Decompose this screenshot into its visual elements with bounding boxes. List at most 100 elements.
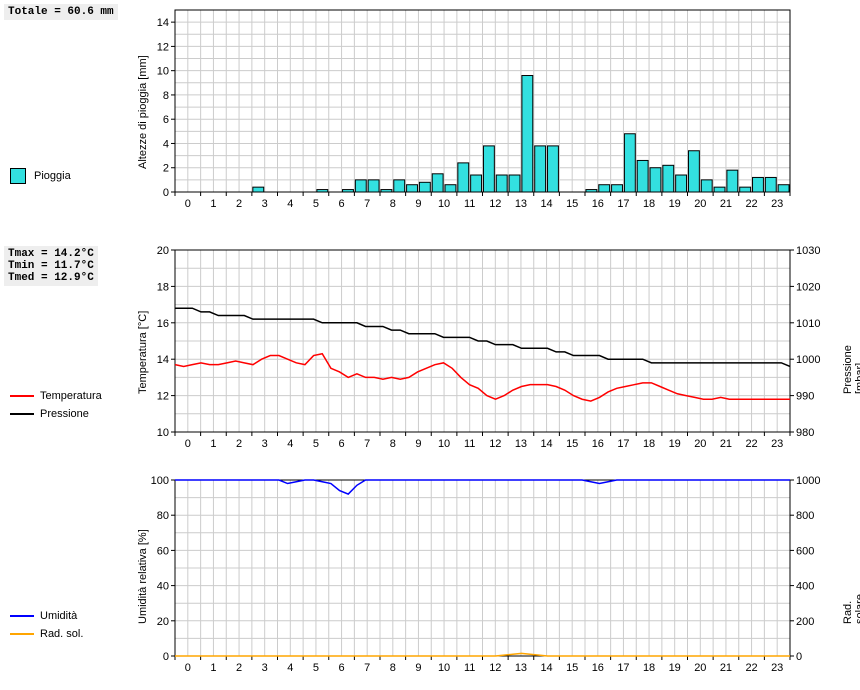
legend-line-swatch (10, 395, 34, 397)
svg-text:11: 11 (464, 662, 475, 674)
svg-text:13: 13 (515, 438, 527, 450)
svg-text:600: 600 (796, 545, 814, 557)
svg-text:14: 14 (157, 17, 169, 29)
summary-box: Tmax = 14.2°CTmin = 11.7°CTmed = 12.9°C (4, 246, 98, 286)
svg-text:40: 40 (157, 581, 169, 593)
svg-text:21: 21 (720, 438, 732, 450)
svg-text:0: 0 (796, 651, 802, 663)
svg-text:10: 10 (438, 198, 450, 210)
svg-text:1000: 1000 (796, 354, 820, 366)
svg-text:16: 16 (592, 662, 604, 674)
svg-text:5: 5 (313, 438, 319, 450)
svg-text:5: 5 (313, 198, 319, 210)
svg-text:22: 22 (745, 662, 757, 674)
svg-text:9: 9 (415, 438, 421, 450)
legend-label: Temperatura (40, 390, 102, 402)
svg-text:5: 5 (313, 662, 319, 674)
y-axis-label-right: Pressione [mbar] (842, 345, 860, 394)
legend-label: Rad. sol. (40, 628, 83, 640)
svg-text:17: 17 (617, 198, 629, 210)
svg-text:0: 0 (185, 198, 191, 210)
svg-text:8: 8 (390, 198, 396, 210)
svg-text:10: 10 (438, 662, 450, 674)
legend-line-swatch (10, 633, 34, 635)
legend-label: Pressione (40, 408, 89, 420)
svg-text:990: 990 (796, 391, 814, 403)
legend-item: Rad. sol. (10, 628, 83, 640)
svg-text:0: 0 (185, 438, 191, 450)
svg-text:1020: 1020 (796, 281, 820, 293)
legend-label: Umidità (40, 610, 77, 622)
svg-text:0: 0 (163, 651, 169, 663)
summary-box: Totale = 60.6 mm (4, 4, 118, 20)
svg-text:4: 4 (287, 198, 293, 210)
svg-text:4: 4 (163, 138, 169, 150)
svg-text:23: 23 (771, 438, 783, 450)
svg-text:14: 14 (157, 354, 169, 366)
svg-text:23: 23 (771, 662, 783, 674)
svg-text:15: 15 (566, 662, 578, 674)
svg-text:16: 16 (592, 198, 604, 210)
legend-item: Umidità (10, 610, 77, 622)
svg-text:2: 2 (163, 163, 169, 175)
svg-text:8: 8 (163, 90, 169, 102)
y-axis-label-left: Umidità relativa [%] (137, 529, 149, 624)
legend-label: Pioggia (34, 170, 71, 182)
svg-text:6: 6 (339, 662, 345, 674)
svg-text:12: 12 (157, 41, 169, 53)
svg-text:8: 8 (390, 662, 396, 674)
svg-text:18: 18 (643, 662, 655, 674)
svg-text:15: 15 (566, 438, 578, 450)
svg-text:6: 6 (339, 198, 345, 210)
svg-text:3: 3 (262, 438, 268, 450)
y-axis-label-right: Rad. solare [W/mq] (842, 589, 860, 624)
svg-text:7: 7 (364, 662, 370, 674)
svg-text:11: 11 (464, 198, 475, 210)
svg-text:800: 800 (796, 510, 814, 522)
svg-text:14: 14 (540, 438, 552, 450)
svg-text:3: 3 (262, 662, 268, 674)
svg-text:17: 17 (617, 662, 629, 674)
y-axis-label: Altezze di pioggia [mm] (137, 55, 149, 169)
svg-text:1030: 1030 (796, 245, 820, 257)
svg-text:80: 80 (157, 510, 169, 522)
svg-text:10: 10 (157, 427, 169, 439)
svg-text:20: 20 (694, 662, 706, 674)
y-axis-label-left: Temperatura [°C] (137, 311, 149, 394)
chart: 0204060801000200400600800100001234567891… (175, 474, 860, 674)
legend-line-swatch (10, 413, 34, 415)
svg-text:1: 1 (210, 662, 216, 674)
svg-text:2: 2 (236, 198, 242, 210)
svg-text:6: 6 (163, 114, 169, 126)
svg-text:1: 1 (210, 438, 216, 450)
svg-text:9: 9 (415, 198, 421, 210)
svg-text:11: 11 (464, 438, 475, 450)
legend-line-swatch (10, 615, 34, 617)
svg-text:22: 22 (745, 438, 757, 450)
svg-text:20: 20 (157, 245, 169, 257)
svg-text:10: 10 (438, 438, 450, 450)
svg-text:7: 7 (364, 438, 370, 450)
svg-text:21: 21 (720, 198, 732, 210)
svg-text:2: 2 (236, 438, 242, 450)
chart: 1012141618209809901000101010201030012345… (175, 244, 860, 454)
svg-text:100: 100 (151, 475, 169, 487)
svg-text:3: 3 (262, 198, 268, 210)
svg-text:1000: 1000 (796, 475, 820, 487)
legend-item: Pressione (10, 408, 89, 420)
svg-text:10: 10 (157, 66, 169, 78)
svg-text:2: 2 (236, 662, 242, 674)
svg-text:12: 12 (489, 662, 501, 674)
svg-text:20: 20 (694, 198, 706, 210)
svg-text:1: 1 (210, 198, 216, 210)
legend-swatch (10, 168, 26, 184)
svg-text:17: 17 (617, 438, 629, 450)
svg-text:20: 20 (157, 616, 169, 628)
svg-text:18: 18 (643, 438, 655, 450)
svg-text:18: 18 (643, 198, 655, 210)
svg-text:60: 60 (157, 545, 169, 557)
svg-text:15: 15 (566, 198, 578, 210)
svg-text:0: 0 (185, 662, 191, 674)
svg-text:8: 8 (390, 438, 396, 450)
svg-text:19: 19 (669, 198, 681, 210)
